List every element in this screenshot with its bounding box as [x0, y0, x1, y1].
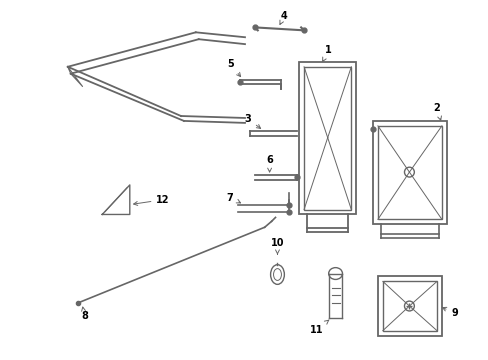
Text: 4: 4: [279, 10, 287, 24]
Text: 2: 2: [433, 103, 441, 120]
Text: 5: 5: [226, 59, 240, 77]
Text: 11: 11: [309, 320, 328, 335]
Text: 9: 9: [442, 307, 457, 318]
Text: 8: 8: [81, 307, 88, 321]
Text: 3: 3: [244, 114, 260, 129]
Text: 1: 1: [322, 45, 331, 62]
Text: 12: 12: [133, 195, 169, 206]
Text: 10: 10: [270, 238, 284, 254]
Text: 6: 6: [265, 155, 272, 172]
Text: 7: 7: [226, 193, 240, 203]
